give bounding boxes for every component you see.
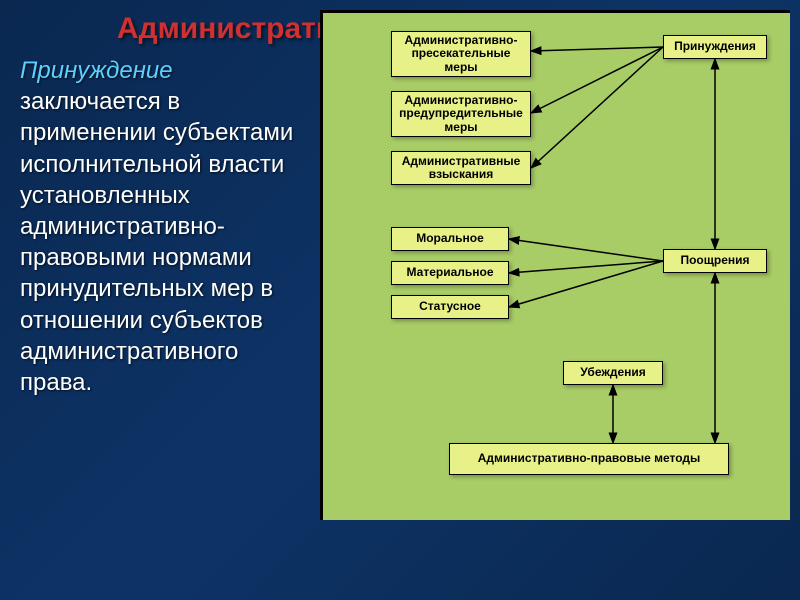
diagram-node: Убеждения (563, 361, 663, 385)
diagram-node: Моральное (391, 227, 509, 251)
diagram-node: Административныевзыскания (391, 151, 531, 185)
diagram-node: Статусное (391, 295, 509, 319)
diagram-node: Принуждения (663, 35, 767, 59)
diagram-node: Материальное (391, 261, 509, 285)
highlight-word: Принуждение (20, 57, 173, 84)
diagram-node: Административно-предупредительныемеры (391, 91, 531, 137)
diagram-node: Поощрения (663, 249, 767, 273)
diagram-node: Административно-пресекательныемеры (391, 31, 531, 77)
diagram-node: Административно-правовые методы (449, 443, 729, 475)
body-rest: заключается в применении субъектами испо… (20, 88, 293, 396)
content-area: Принуждение заключается в применении суб… (0, 45, 800, 565)
body-text: Принуждение заключается в применении суб… (20, 55, 320, 555)
diagram-panel: Административно-пресекательныемеры Админи… (320, 10, 790, 520)
